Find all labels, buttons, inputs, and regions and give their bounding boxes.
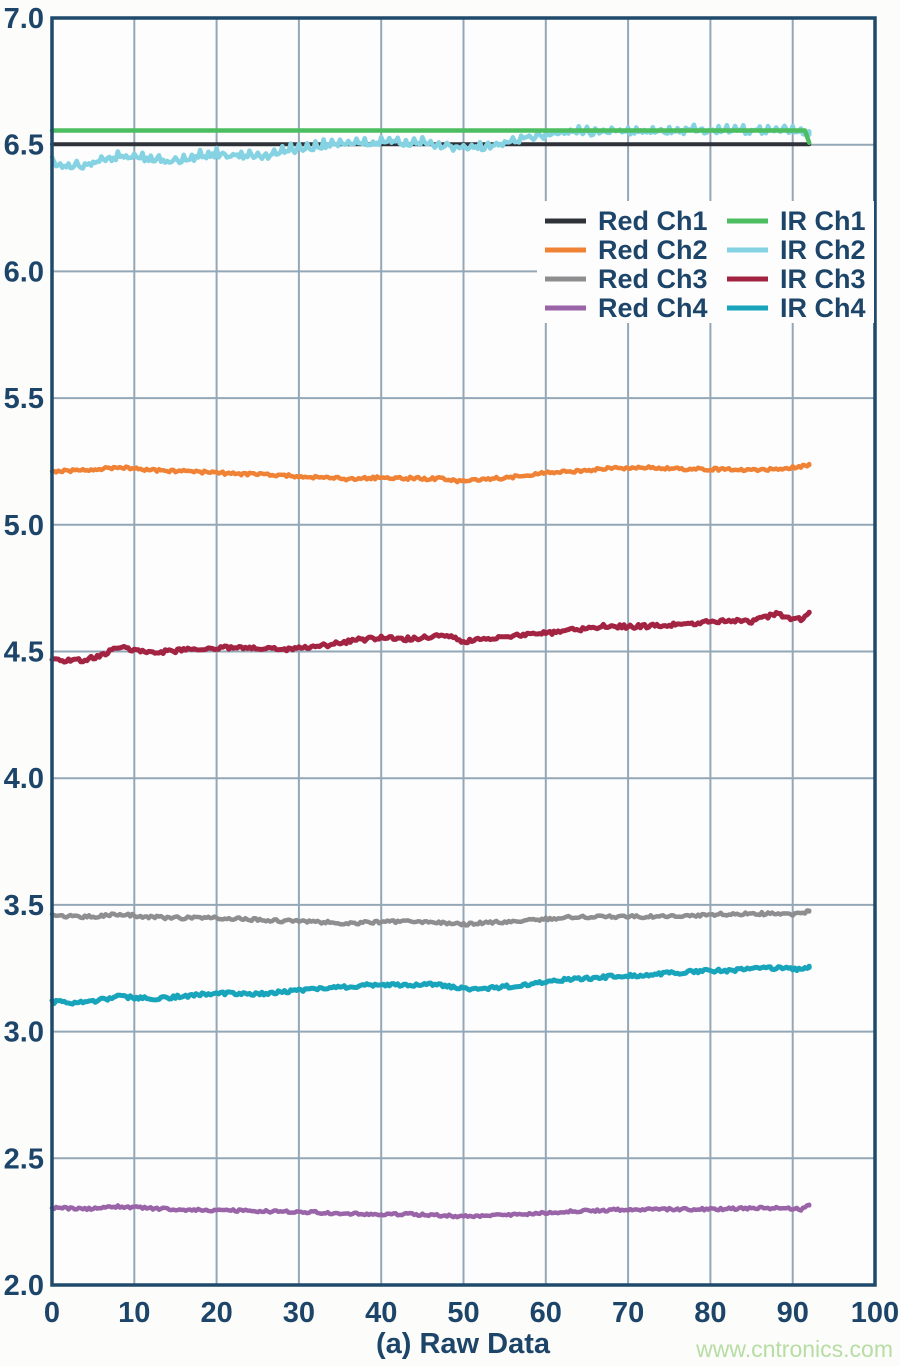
legend-background bbox=[537, 201, 874, 323]
series-line-red-ch4 bbox=[49, 1202, 812, 1220]
x-tick-label-70: 70 bbox=[612, 1297, 644, 1329]
axis-tick-labels: 2.0 2.5 3.0 3.5 4.0 4.5 5.0 5.5 6.0 6.5 7.0 0 10 20 30… bbox=[4, 3, 900, 1329]
legend-item-ir-ch3: IR Ch3 bbox=[727, 264, 866, 294]
legend-label-ir-ch2: IR Ch2 bbox=[780, 235, 866, 265]
legend-label-red-ch3: Red Ch3 bbox=[598, 264, 708, 294]
plot-frame bbox=[50, 16, 877, 1287]
x-tick-label-30: 30 bbox=[283, 1297, 315, 1329]
y-tick-label-7-0: 7.0 bbox=[4, 3, 44, 35]
legend-item-ir-ch1: IR Ch1 bbox=[727, 206, 866, 236]
legend-label-red-ch4: Red Ch4 bbox=[598, 293, 708, 323]
y-tick-label-4-5: 4.5 bbox=[4, 637, 44, 669]
series-line-ir-ch4 bbox=[49, 963, 812, 1007]
y-tick-label-2-0: 2.0 bbox=[4, 1270, 44, 1302]
series-lines bbox=[49, 122, 812, 1220]
legend-label-ir-ch3: IR Ch3 bbox=[780, 264, 866, 294]
legend-label-red-ch2: Red Ch2 bbox=[598, 235, 708, 265]
series-line-ir-ch3 bbox=[49, 609, 812, 665]
x-tick-label-80: 80 bbox=[694, 1297, 726, 1329]
legend-label-red-ch1: Red Ch1 bbox=[598, 206, 708, 236]
x-tick-label-90: 90 bbox=[777, 1297, 809, 1329]
watermark: www.cntronics.com bbox=[695, 1336, 893, 1362]
legend-item-red-ch2: Red Ch2 bbox=[545, 235, 708, 265]
x-axis-title: (a) Raw Data bbox=[376, 1328, 551, 1360]
legend-label-ir-ch4: IR Ch4 bbox=[780, 293, 866, 323]
legend-item-ir-ch4: IR Ch4 bbox=[727, 293, 866, 323]
legend-item-red-ch1: Red Ch1 bbox=[545, 206, 708, 236]
x-tick-label-40: 40 bbox=[365, 1297, 397, 1329]
y-tick-label-6-5: 6.5 bbox=[4, 130, 44, 162]
y-tick-label-3-5: 3.5 bbox=[4, 890, 44, 922]
y-tick-label-6-0: 6.0 bbox=[4, 256, 44, 288]
x-tick-label-60: 60 bbox=[530, 1297, 562, 1329]
series-line-red-ch3 bbox=[49, 908, 812, 928]
y-tick-label-5-0: 5.0 bbox=[4, 510, 44, 542]
series-line-ir-ch1 bbox=[49, 128, 812, 145]
x-tick-label-10: 10 bbox=[118, 1297, 150, 1329]
y-tick-label-4-0: 4.0 bbox=[4, 763, 44, 795]
legend-item-red-ch4: Red Ch4 bbox=[545, 293, 708, 323]
x-tick-label-100: 100 bbox=[851, 1297, 899, 1329]
legend-label-ir-ch1: IR Ch1 bbox=[780, 206, 866, 236]
legend-item-ir-ch2: IR Ch2 bbox=[727, 235, 866, 265]
y-tick-label-5-5: 5.5 bbox=[4, 383, 44, 415]
legend-item-red-ch3: Red Ch3 bbox=[545, 264, 708, 294]
x-tick-label-0: 0 bbox=[44, 1297, 60, 1329]
x-tick-label-20: 20 bbox=[200, 1297, 232, 1329]
y-tick-label-2-5: 2.5 bbox=[4, 1143, 44, 1175]
y-tick-label-3-0: 3.0 bbox=[4, 1017, 44, 1049]
series-line-red-ch2 bbox=[49, 461, 812, 485]
plot-border bbox=[50, 16, 877, 1287]
x-tick-label-50: 50 bbox=[447, 1297, 479, 1329]
